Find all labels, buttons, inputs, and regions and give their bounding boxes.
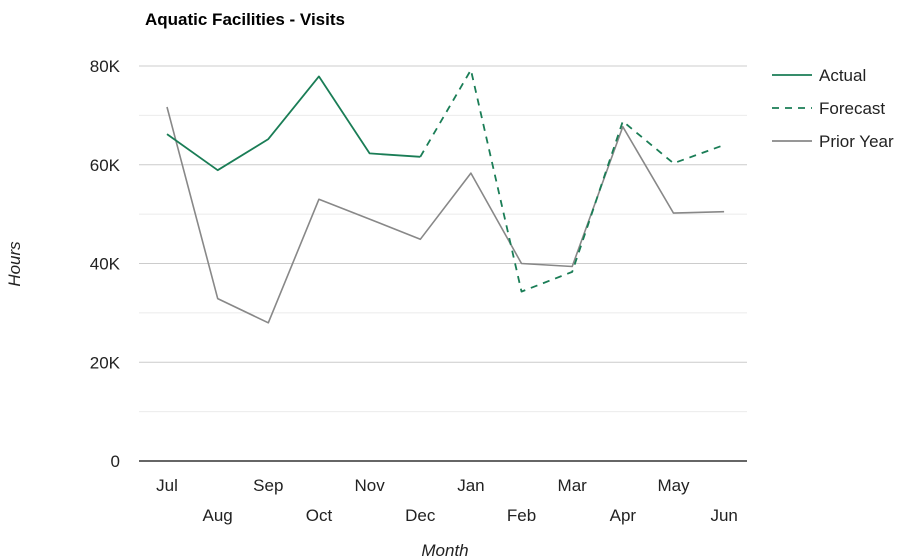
x-tick-label: Dec — [405, 506, 436, 525]
series-lines — [166, 69, 725, 324]
y-axis-ticks: 0 20K 40K 60K 80K — [90, 57, 121, 471]
x-tick-label: Sep — [253, 476, 283, 495]
legend-label: Prior Year — [819, 132, 894, 151]
y-tick-label: 60K — [90, 156, 121, 175]
gridlines — [139, 65, 747, 413]
y-axis-title: Hours — [5, 241, 24, 287]
x-tick-label: Jul — [156, 476, 178, 495]
x-tick-label: Apr — [610, 506, 637, 525]
series-line-forecast — [419, 69, 725, 293]
y-tick-label: 0 — [111, 452, 120, 471]
series-line-actual — [166, 75, 421, 172]
legend-label: Actual — [819, 66, 866, 85]
y-tick-label: 20K — [90, 353, 121, 372]
y-tick-label: 80K — [90, 57, 121, 76]
x-axis-ticks: Jul Aug Sep Oct Nov Dec Jan Feb Mar Apr May Jun — [156, 476, 738, 525]
chart-title: Aquatic Facilities - Visits — [145, 10, 345, 29]
x-tick-label: Mar — [558, 476, 588, 495]
x-axis-title: Month — [421, 541, 468, 560]
x-tick-label: May — [657, 476, 690, 495]
series-line-prior-year — [166, 106, 725, 324]
y-tick-label: 40K — [90, 255, 121, 274]
legend-label: Forecast — [819, 99, 885, 118]
x-tick-label: Jan — [457, 476, 484, 495]
x-tick-label: Oct — [306, 506, 333, 525]
x-tick-label: Nov — [354, 476, 385, 495]
x-tick-label: Jun — [710, 506, 737, 525]
x-tick-label: Aug — [203, 506, 233, 525]
legend: Actual Forecast Prior Year — [772, 66, 894, 151]
x-tick-label: Feb — [507, 506, 536, 525]
